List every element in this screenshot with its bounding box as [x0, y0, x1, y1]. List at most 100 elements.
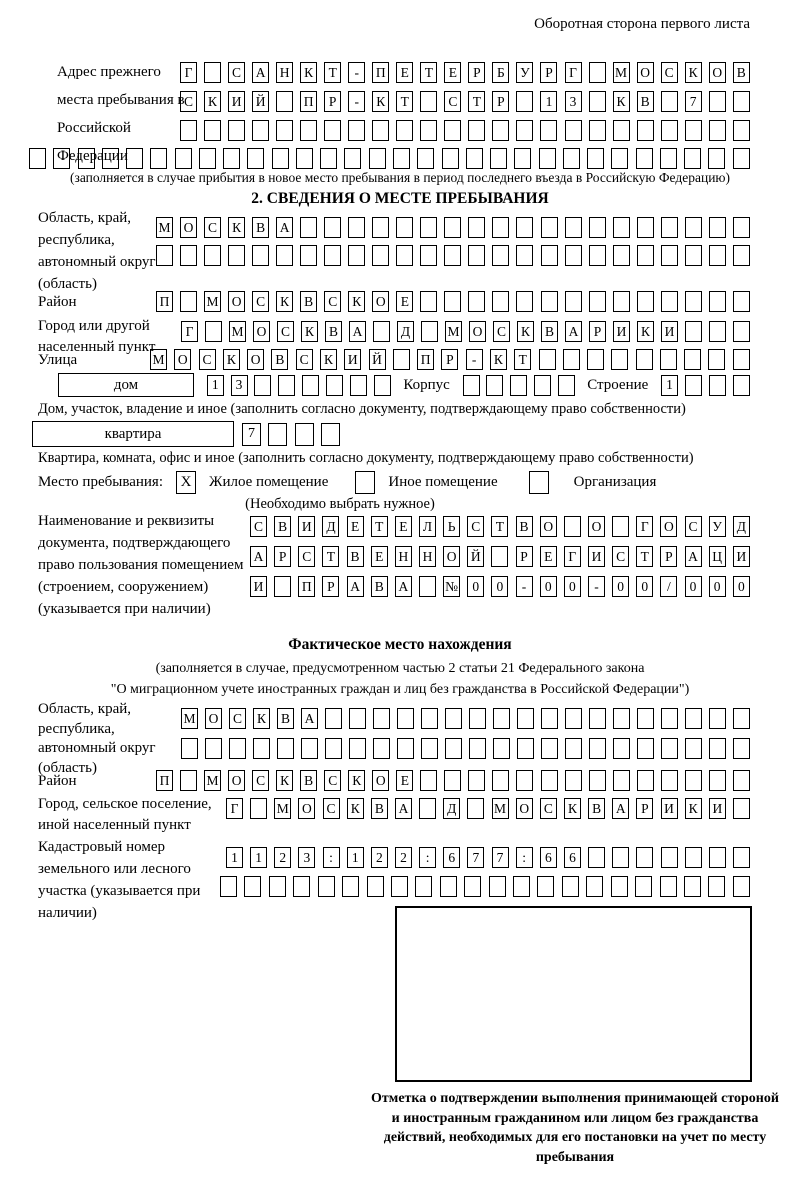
- char-cell[interactable]: Т: [396, 91, 414, 112]
- char-cell[interactable]: [540, 120, 558, 141]
- char-cell[interactable]: [612, 245, 630, 266]
- char-cell[interactable]: Н: [394, 546, 412, 567]
- char-cell[interactable]: [445, 738, 462, 759]
- char-cell[interactable]: [492, 291, 510, 312]
- char-cell[interactable]: [635, 349, 653, 370]
- char-cell[interactable]: В: [346, 546, 364, 567]
- char-cell[interactable]: [247, 148, 265, 169]
- char-cell[interactable]: [588, 217, 606, 238]
- char-cell[interactable]: К: [276, 291, 294, 312]
- char-cell[interactable]: Т: [636, 546, 654, 567]
- char-cell[interactable]: [392, 148, 410, 169]
- char-cell[interactable]: А: [394, 798, 412, 819]
- char-cell[interactable]: [397, 738, 414, 759]
- char-cell[interactable]: К: [517, 321, 534, 342]
- char-cell[interactable]: [661, 738, 678, 759]
- char-cell[interactable]: [468, 245, 486, 266]
- char-cell[interactable]: О: [247, 349, 265, 370]
- char-cell[interactable]: [444, 120, 462, 141]
- char-cell[interactable]: 0: [732, 576, 750, 597]
- char-cell[interactable]: [588, 62, 606, 83]
- char-cell[interactable]: [468, 291, 486, 312]
- char-cell[interactable]: [588, 770, 606, 791]
- char-cell[interactable]: Р: [589, 321, 606, 342]
- char-cell[interactable]: [659, 349, 677, 370]
- char-cell[interactable]: :: [322, 847, 340, 868]
- char-cell[interactable]: [421, 708, 438, 729]
- char-cell[interactable]: О: [515, 798, 533, 819]
- char-cell[interactable]: [732, 847, 750, 868]
- char-cell[interactable]: В: [370, 576, 388, 597]
- char-cell[interactable]: С: [229, 708, 246, 729]
- char-cell[interactable]: [684, 349, 702, 370]
- char-cell[interactable]: К: [301, 321, 318, 342]
- char-cell[interactable]: [612, 291, 630, 312]
- char-cell[interactable]: И: [732, 546, 750, 567]
- char-cell[interactable]: О: [228, 291, 246, 312]
- char-cell[interactable]: 7: [684, 91, 702, 112]
- char-cell[interactable]: [180, 291, 198, 312]
- char-cell[interactable]: [150, 148, 168, 169]
- char-cell[interactable]: Р: [274, 546, 292, 567]
- char-cell[interactable]: [517, 708, 534, 729]
- char-cell[interactable]: [564, 120, 582, 141]
- char-cell[interactable]: [588, 91, 606, 112]
- char-cell[interactable]: [733, 708, 750, 729]
- char-cell[interactable]: С: [228, 62, 246, 83]
- char-cell[interactable]: [636, 770, 654, 791]
- char-cell[interactable]: [228, 120, 246, 141]
- stay-type-checkbox-organization[interactable]: [528, 471, 549, 494]
- char-cell[interactable]: [444, 245, 462, 266]
- char-cell[interactable]: [492, 120, 510, 141]
- char-cell[interactable]: [685, 321, 702, 342]
- char-cell[interactable]: [684, 245, 702, 266]
- char-cell[interactable]: Д: [322, 516, 340, 537]
- char-cell[interactable]: К: [204, 91, 222, 112]
- char-cell[interactable]: И: [228, 91, 246, 112]
- char-cell[interactable]: [564, 245, 582, 266]
- char-cell[interactable]: Г: [180, 62, 197, 83]
- stroenie-cells[interactable]: 1: [661, 374, 750, 396]
- char-cell[interactable]: [637, 738, 654, 759]
- char-cell[interactable]: [684, 120, 702, 141]
- char-cell[interactable]: [709, 374, 726, 396]
- char-cell[interactable]: Е: [396, 770, 414, 791]
- char-cell[interactable]: [420, 245, 438, 266]
- char-cell[interactable]: [516, 120, 534, 141]
- char-cell[interactable]: О: [205, 708, 222, 729]
- char-cell[interactable]: [540, 770, 558, 791]
- char-cell[interactable]: С: [660, 62, 678, 83]
- char-cell[interactable]: [293, 876, 311, 897]
- char-cell[interactable]: [685, 374, 702, 396]
- char-cell[interactable]: [373, 321, 390, 342]
- char-cell[interactable]: [268, 422, 288, 446]
- char-cell[interactable]: [204, 120, 222, 141]
- char-cell[interactable]: [709, 738, 726, 759]
- char-cell[interactable]: [637, 708, 654, 729]
- char-cell[interactable]: [324, 120, 342, 141]
- char-cell[interactable]: [396, 120, 414, 141]
- char-cell[interactable]: [205, 321, 222, 342]
- char-cell[interactable]: А: [565, 321, 582, 342]
- char-cell[interactable]: Р: [660, 546, 678, 567]
- char-cell[interactable]: А: [276, 217, 294, 238]
- char-cell[interactable]: С: [322, 798, 340, 819]
- char-cell[interactable]: А: [346, 576, 364, 597]
- char-cell[interactable]: М: [445, 321, 462, 342]
- char-cell[interactable]: Е: [539, 546, 557, 567]
- char-cell[interactable]: 1: [226, 847, 243, 868]
- char-cell[interactable]: [468, 120, 486, 141]
- apartment-number-cells[interactable]: 7: [242, 422, 340, 446]
- char-cell[interactable]: [366, 876, 384, 897]
- char-cell[interactable]: [276, 91, 294, 112]
- char-cell[interactable]: О: [372, 770, 390, 791]
- char-cell[interactable]: [204, 245, 222, 266]
- char-cell[interactable]: О: [469, 321, 486, 342]
- char-cell[interactable]: М: [181, 708, 198, 729]
- char-cell[interactable]: [564, 217, 582, 238]
- char-cell[interactable]: [732, 770, 750, 791]
